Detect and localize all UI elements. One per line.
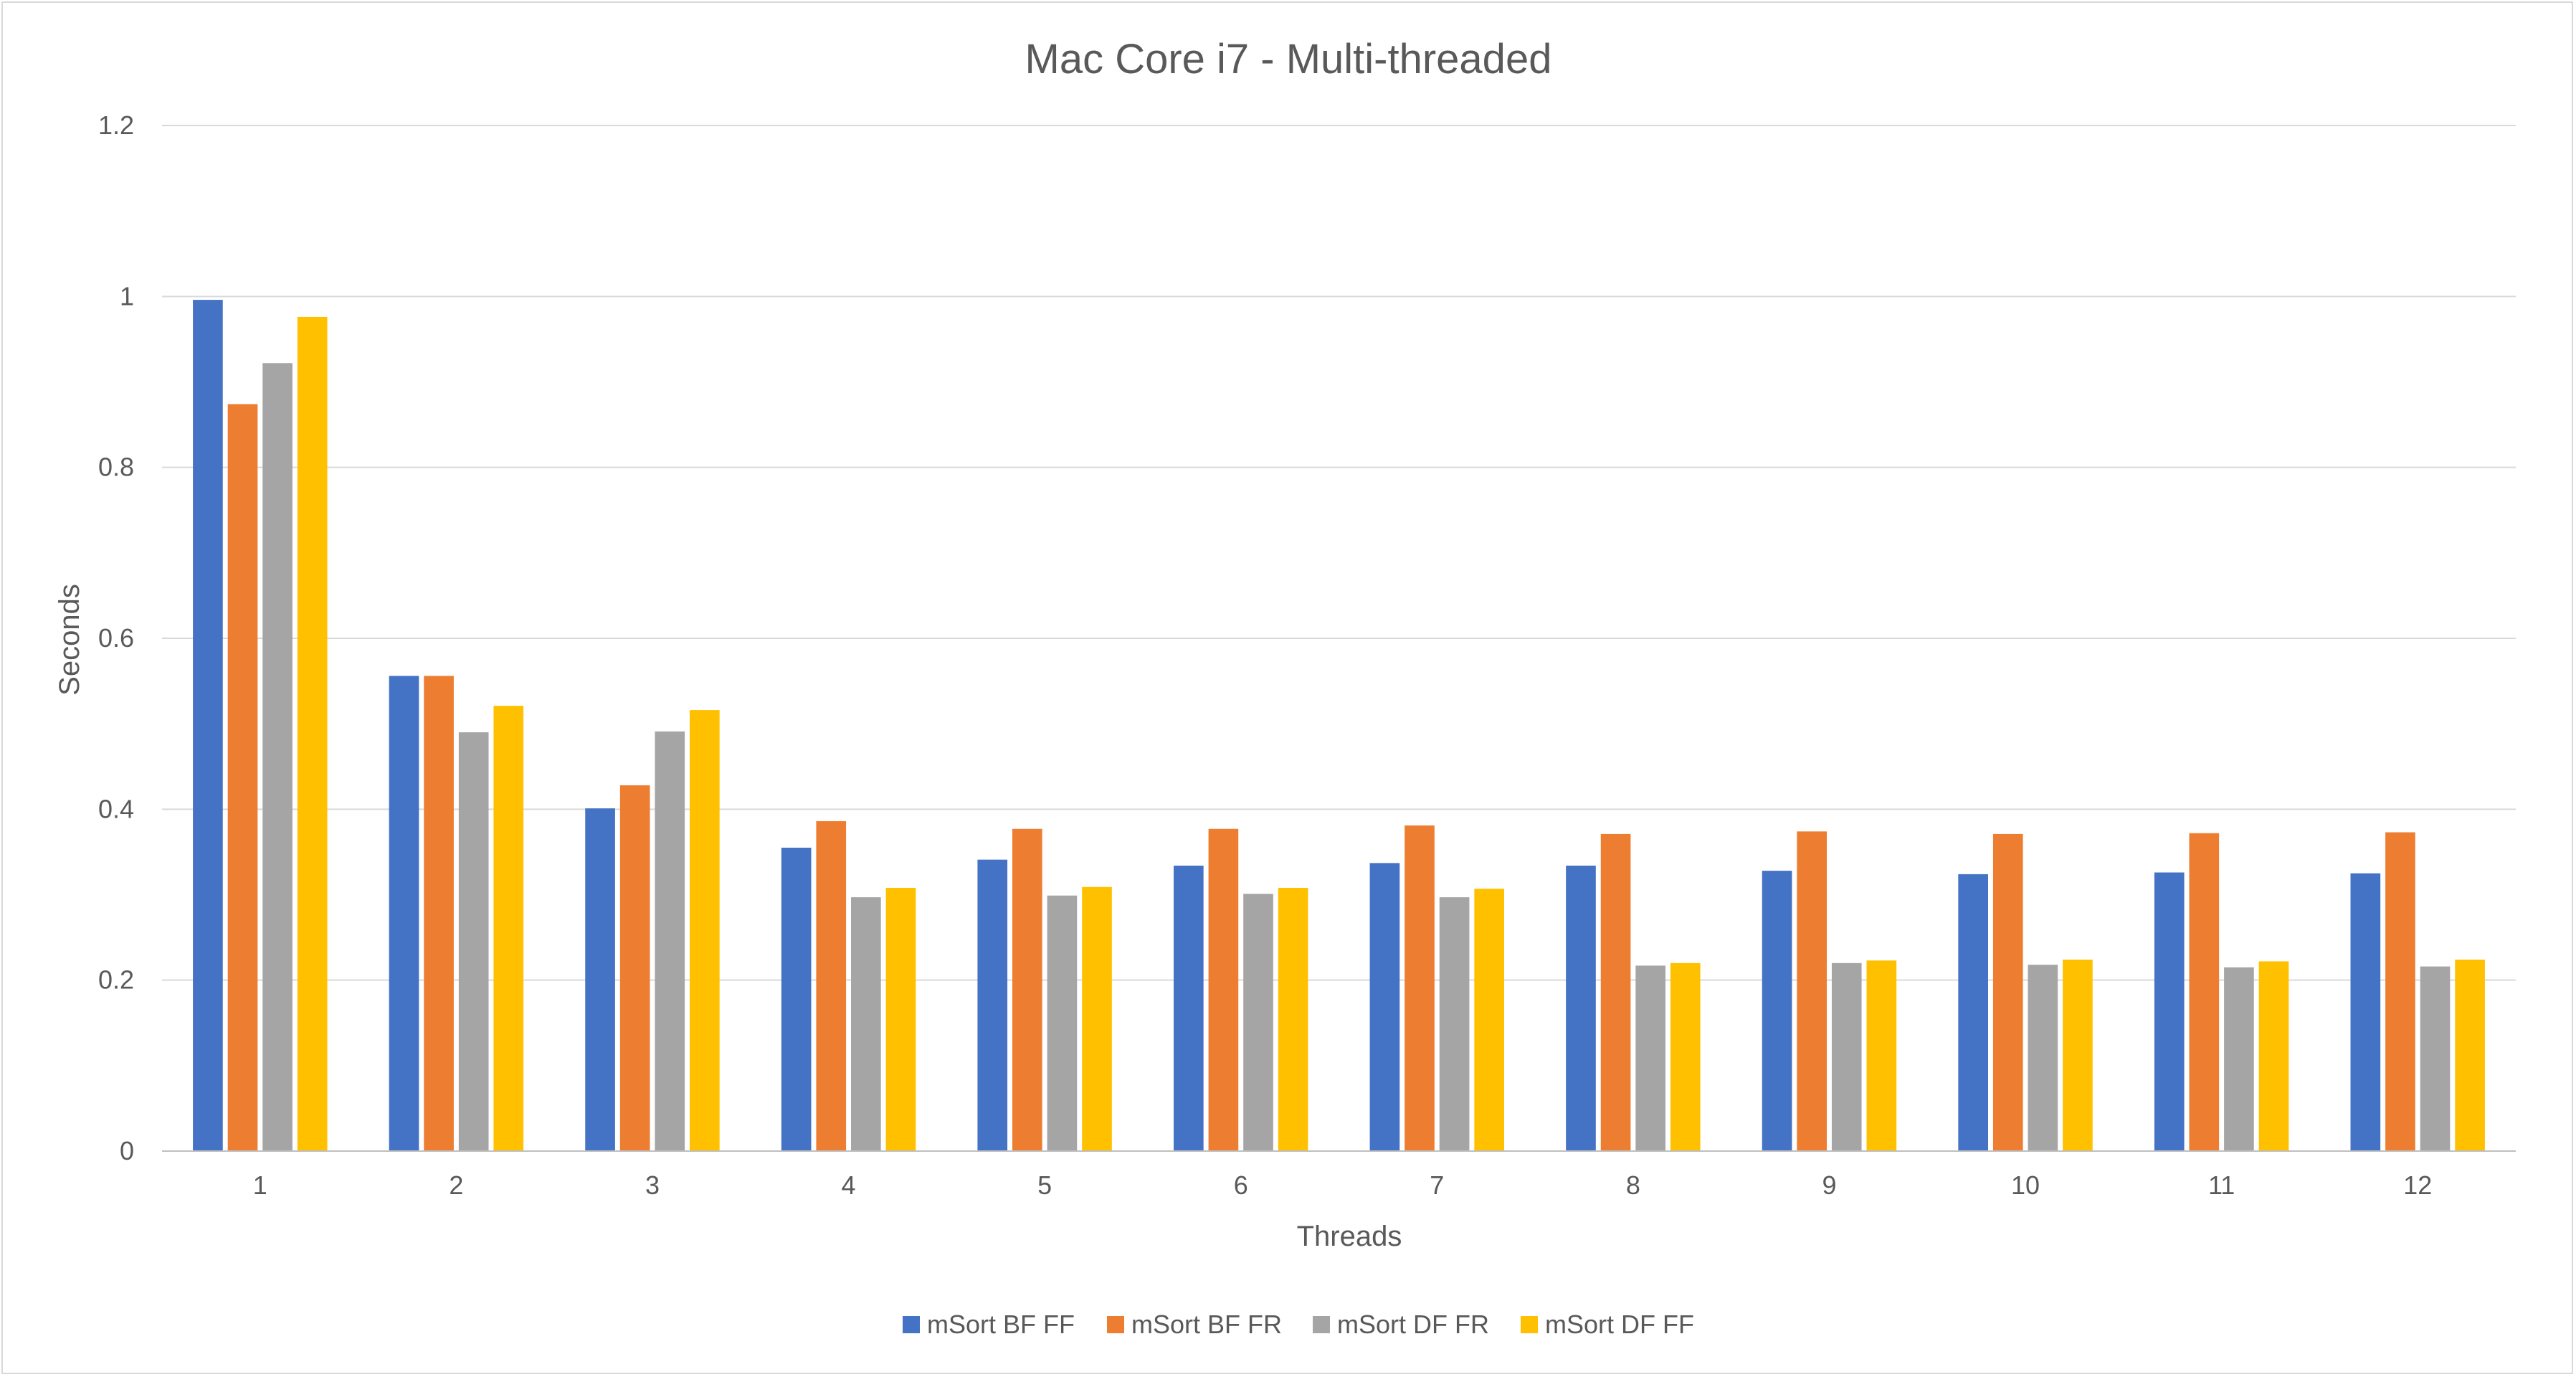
y-tick-label: 0.6 xyxy=(98,623,134,653)
x-tick-label: 7 xyxy=(1430,1170,1444,1200)
bar xyxy=(1243,894,1273,1151)
bar xyxy=(2063,960,2093,1151)
bar xyxy=(781,847,812,1151)
bar xyxy=(1797,831,1827,1151)
legend-label: mSort DF FF xyxy=(1545,1310,1694,1339)
bar xyxy=(1174,865,1204,1151)
y-tick-label: 0.4 xyxy=(98,794,134,823)
bar xyxy=(977,859,1008,1151)
y-tick-label: 0.2 xyxy=(98,965,134,995)
gridlines xyxy=(162,125,2516,981)
y-axis-title: Seconds xyxy=(54,584,85,696)
bar xyxy=(1012,828,1042,1151)
chart-title: Mac Core i7 - Multi-threaded xyxy=(1025,36,1552,82)
bar xyxy=(1600,833,1631,1151)
bar xyxy=(2455,960,2485,1151)
y-tick-label: 1.2 xyxy=(98,110,134,140)
legend-item: mSort DF FR xyxy=(1313,1310,1489,1339)
legend-swatch xyxy=(1107,1316,1124,1333)
legend-label: mSort BF FR xyxy=(1131,1310,1282,1339)
bar xyxy=(1369,863,1400,1151)
legend-item: mSort BF FF xyxy=(903,1310,1075,1339)
y-tick-label: 1 xyxy=(120,281,134,311)
bar xyxy=(851,897,881,1151)
bar xyxy=(2350,873,2381,1151)
bar xyxy=(1047,895,1078,1151)
bar xyxy=(2028,965,2058,1151)
x-tick-label: 10 xyxy=(2011,1170,2040,1200)
bar xyxy=(2385,832,2415,1151)
bar xyxy=(2154,872,2185,1151)
bar xyxy=(1762,871,1792,1151)
bar xyxy=(1670,962,1701,1151)
x-tick-label: 11 xyxy=(2208,1170,2235,1200)
bar xyxy=(816,821,847,1151)
bar xyxy=(585,808,615,1151)
x-tick-label: 3 xyxy=(645,1170,660,1200)
bar xyxy=(1278,887,1308,1151)
x-tick-label: 4 xyxy=(842,1170,856,1200)
y-tick-label: 0.8 xyxy=(98,453,134,482)
x-tick-label: 5 xyxy=(1037,1170,1052,1200)
bar xyxy=(690,710,720,1151)
bar xyxy=(424,676,454,1151)
x-tick-label: 1 xyxy=(253,1170,267,1200)
legend-item: mSort DF FF xyxy=(1521,1310,1694,1339)
bar xyxy=(1635,965,1665,1151)
bars xyxy=(193,300,2485,1152)
bar xyxy=(227,404,258,1151)
bar xyxy=(1208,828,1239,1151)
legend: mSort BF FF mSort BF FR mSort DF FR mSort D… xyxy=(903,1310,1694,1339)
bar xyxy=(458,732,489,1151)
legend-item: mSort BF FR xyxy=(1107,1310,1282,1339)
bar xyxy=(1958,874,1988,1151)
legend-swatch xyxy=(1313,1316,1330,1333)
x-axis-title: Threads xyxy=(1297,1221,1402,1252)
x-tick-label: 8 xyxy=(1626,1170,1640,1200)
bar xyxy=(1405,825,1435,1151)
bar xyxy=(193,300,223,1152)
bar xyxy=(389,676,419,1151)
x-tick-label: 12 xyxy=(2403,1170,2432,1200)
x-tick-label: 2 xyxy=(449,1170,463,1200)
x-tick-label: 9 xyxy=(1822,1170,1836,1200)
bar xyxy=(2258,961,2289,1151)
legend-label: mSort DF FR xyxy=(1337,1310,1489,1339)
bar xyxy=(262,363,293,1151)
bar-chart: Mac Core i7 - Multi-threaded 0 0.2 0.4 0.6 0… xyxy=(54,36,2516,1339)
y-tick-label: 0 xyxy=(120,1136,134,1165)
bar xyxy=(297,316,328,1151)
bar xyxy=(1831,962,1862,1151)
axes: 00.20.40.60.811.21 2 3 4 5 6 7 8 9 10 11 12 xyxy=(98,110,2516,1200)
bar xyxy=(2224,967,2254,1151)
bar xyxy=(2420,966,2451,1151)
bar xyxy=(493,706,524,1151)
bar xyxy=(1439,897,1470,1151)
bar xyxy=(885,887,916,1151)
legend-label: mSort BF FF xyxy=(927,1310,1075,1339)
x-tick-label: 6 xyxy=(1234,1170,1248,1200)
bar xyxy=(2189,833,2220,1151)
bar xyxy=(1866,960,1897,1151)
bar xyxy=(619,785,650,1151)
bar xyxy=(1474,889,1504,1151)
legend-swatch xyxy=(903,1316,920,1333)
legend-swatch xyxy=(1521,1316,1538,1333)
bar xyxy=(1566,865,1596,1151)
bar xyxy=(1082,886,1112,1151)
bar xyxy=(655,731,685,1151)
bar xyxy=(1992,833,2023,1151)
